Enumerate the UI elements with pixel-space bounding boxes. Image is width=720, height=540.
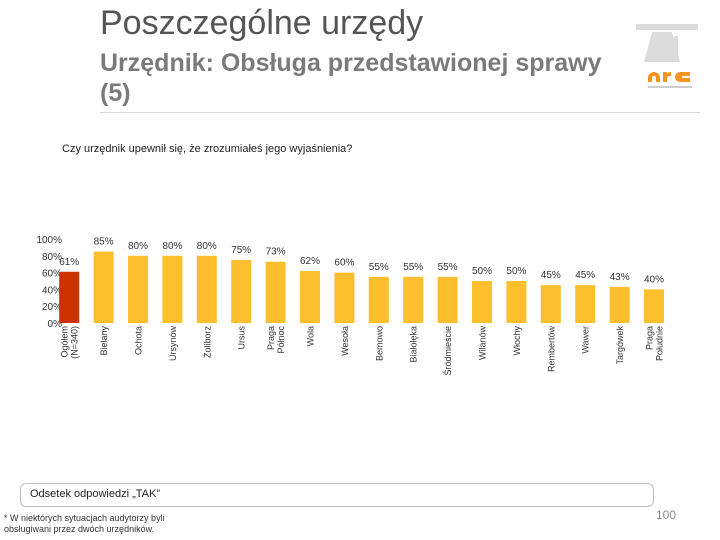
- data-label: 80%: [162, 241, 182, 252]
- y-tick-label: 80%: [42, 252, 62, 263]
- svg-text:Bemowo: Bemowo: [374, 326, 384, 361]
- data-label: 43%: [610, 272, 630, 283]
- data-label: 75%: [231, 245, 251, 256]
- category-label: Wesoła: [340, 326, 350, 356]
- svg-text:Ursus: Ursus: [237, 326, 247, 350]
- category-label: Bemowo: [374, 326, 384, 361]
- y-tick-label: 100%: [36, 235, 62, 246]
- bar: [265, 261, 286, 323]
- svg-text:Targówek: Targówek: [615, 326, 625, 365]
- svg-text:Białołęka: Białołęka: [409, 326, 419, 363]
- bar: [93, 251, 114, 323]
- svg-text:Wola: Wola: [306, 326, 316, 346]
- bar: [231, 260, 252, 323]
- category-label: Bielany: [99, 326, 109, 356]
- svg-text:Żoliborz: Żoliborz: [202, 326, 212, 359]
- bar: [609, 286, 630, 323]
- bar: [334, 272, 355, 323]
- data-label: 80%: [197, 241, 217, 252]
- category-label: Śródmieście: [442, 326, 453, 376]
- svg-text:Praga: Praga: [266, 326, 276, 350]
- legend-box: Odsetek odpowiedzi „TAK”: [20, 483, 654, 507]
- bar: [472, 281, 492, 323]
- bar: [128, 255, 148, 323]
- category-label: Białołęka: [409, 326, 419, 363]
- y-tick-label: 20%: [42, 302, 62, 313]
- data-label: 60%: [334, 258, 354, 269]
- svg-text:Ogółem: Ogółem: [60, 326, 70, 358]
- svg-text:Południe: Południe: [655, 326, 665, 361]
- svg-text:Włochy: Włochy: [512, 326, 522, 356]
- svg-text:Praga: Praga: [645, 326, 655, 350]
- data-label: 80%: [128, 241, 148, 252]
- survey-question: Czy urzędnik upewnił się, że zrozumiałeś…: [62, 143, 353, 155]
- bar: [506, 281, 527, 323]
- svg-text:Rembertów: Rembertów: [546, 326, 556, 373]
- svg-text:Ursynów: Ursynów: [168, 326, 178, 362]
- data-label: 62%: [300, 256, 320, 267]
- category-label: Ursynów: [168, 326, 178, 362]
- category-label: Wola: [306, 326, 316, 346]
- data-label: 55%: [438, 262, 458, 273]
- svg-text:Wesoła: Wesoła: [340, 326, 350, 356]
- svg-text:(N=340): (N=340): [70, 326, 80, 359]
- y-tick-label: 0%: [48, 319, 63, 330]
- data-label: 61%: [59, 257, 79, 268]
- bar: [300, 270, 320, 323]
- arc-logo: [636, 24, 698, 88]
- data-label: 40%: [644, 274, 664, 285]
- category-label: Wawer: [581, 326, 591, 354]
- bar: [59, 271, 80, 323]
- category-label: Praga Północ: [266, 326, 286, 354]
- bar: [403, 276, 424, 323]
- svg-text:Północ: Północ: [276, 326, 286, 354]
- y-tick-label: 40%: [42, 285, 62, 296]
- category-label: Praga Południe: [645, 326, 665, 361]
- category-label: Rembertów: [546, 326, 556, 373]
- category-label: Ursus: [237, 326, 247, 350]
- page-number: 100: [656, 508, 677, 522]
- footnote: * W niektórych sytuacjach audytorzy byli…: [4, 513, 165, 534]
- svg-text:Wawer: Wawer: [581, 326, 591, 354]
- svg-text:Wilanów: Wilanów: [478, 326, 488, 361]
- bar-chart: 0% 20% 40% 60% 80% 100% 61% Ogółem (N=340) 85% Bie…: [36, 235, 665, 376]
- legend-label: Odsetek odpowiedzi „TAK”: [30, 488, 161, 500]
- data-label: 73%: [266, 247, 286, 258]
- header-divider: [100, 112, 700, 113]
- svg-text:Śródmieście: Śródmieście: [442, 326, 453, 376]
- bar: [575, 285, 596, 323]
- slide-title: Poszczególne urzędy: [100, 4, 424, 42]
- bar: [540, 285, 561, 323]
- data-label: 85%: [94, 237, 114, 248]
- slide-subtitle: Urzędnik: Obsługa przedstawionej sprawy …: [100, 49, 602, 107]
- data-label: 55%: [403, 262, 423, 273]
- category-label: Targówek: [615, 326, 625, 365]
- category-label: Ochota: [134, 326, 144, 355]
- bar: [368, 276, 389, 323]
- bar: [196, 255, 217, 323]
- category-label: Ogółem (N=340): [60, 326, 80, 359]
- data-label: 45%: [575, 270, 595, 281]
- data-label: 55%: [369, 262, 389, 273]
- bar: [644, 289, 664, 323]
- data-label: 50%: [506, 266, 526, 277]
- category-label: Włochy: [512, 326, 522, 356]
- svg-text:Ochota: Ochota: [134, 326, 144, 355]
- bar: [162, 255, 183, 323]
- bar: [437, 276, 458, 323]
- svg-text:Bielany: Bielany: [99, 326, 109, 356]
- data-label: 50%: [472, 266, 492, 277]
- data-label: 45%: [541, 270, 561, 281]
- category-label: Żoliborz: [202, 326, 212, 359]
- category-label: Wilanów: [478, 326, 488, 361]
- y-tick-label: 60%: [42, 269, 62, 280]
